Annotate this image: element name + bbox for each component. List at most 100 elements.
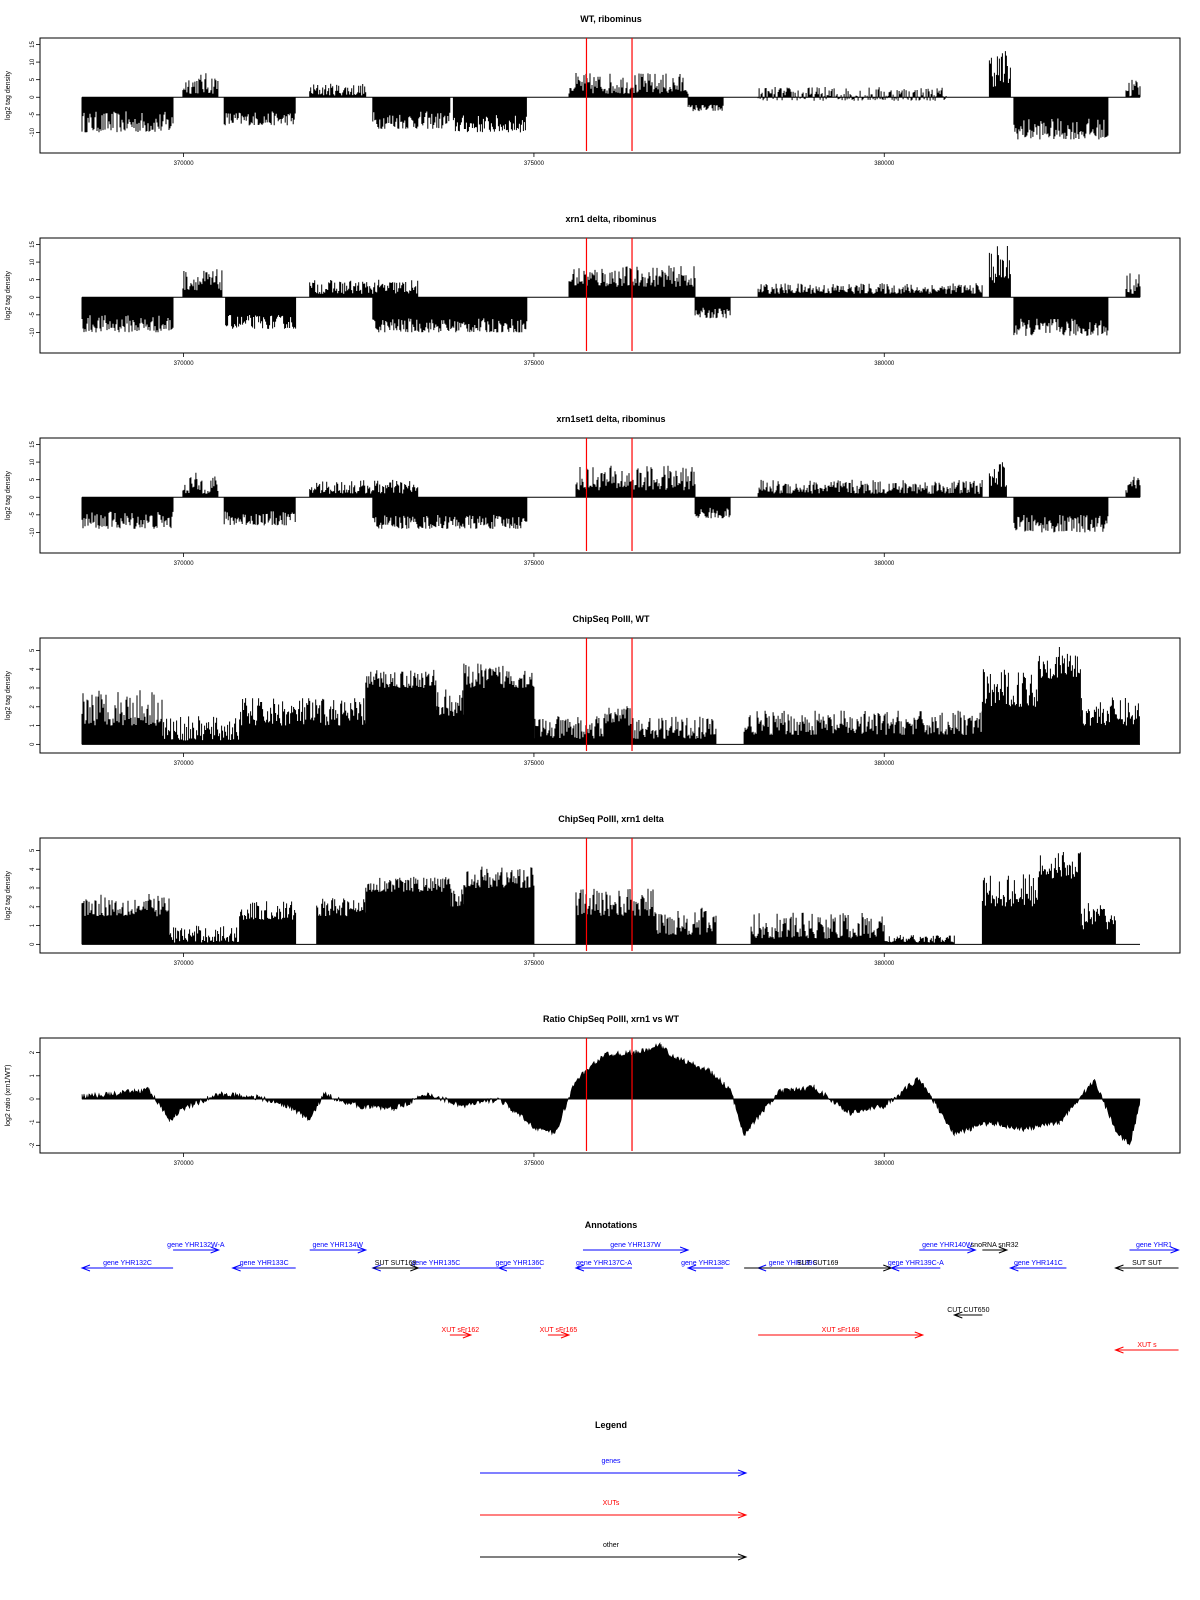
gene-arrowhead <box>1170 1246 1180 1254</box>
x-tick-label: 375000 <box>524 761 545 767</box>
legend-label: XUTs <box>603 1500 620 1507</box>
signal-bars <box>1079 903 1116 945</box>
signal-bars <box>575 465 696 498</box>
gene-label: gene YHR135C <box>411 1260 460 1267</box>
signal-bars <box>1125 273 1141 298</box>
gene-label: gene YHR132C <box>103 1260 152 1267</box>
y-tick-label: 2 <box>30 904 36 908</box>
signal-bars <box>1037 647 1081 745</box>
y-tick-label: 3 <box>30 686 36 690</box>
signal-bars <box>988 51 1011 98</box>
other-arrowhead <box>952 1311 963 1319</box>
other-feature: snoRNA snR32 <box>971 1242 1019 1254</box>
chart-title: Ratio ChipSeq PolII, xrn1 vs WT <box>543 1014 680 1024</box>
plot-frame <box>39 637 1181 754</box>
other-label: snoRNA snR32 <box>971 1242 1019 1249</box>
gene-label: gene YHR137W <box>610 1242 661 1249</box>
signal-segment <box>694 497 731 519</box>
signal-segment <box>981 669 1039 745</box>
signal-segment <box>750 912 885 945</box>
gene-arrowhead <box>357 1246 368 1254</box>
gene-arrowhead <box>679 1246 690 1254</box>
x-tick-label: 380000 <box>874 361 895 367</box>
y-tick-label: 0 <box>30 1097 36 1101</box>
signal-bars <box>652 907 717 945</box>
gene-arrowhead <box>210 1246 221 1254</box>
chart-title: WT, ribominus <box>580 14 642 24</box>
signal-segment <box>981 874 1039 945</box>
signal-segment <box>1013 297 1109 336</box>
y-tick-label: 0 <box>30 95 36 99</box>
y-axis-label: log2 tag density <box>5 670 12 720</box>
signal-segment <box>463 866 535 945</box>
signal-segment <box>309 279 419 298</box>
signal-segment <box>694 297 731 319</box>
legend-title: Legend <box>595 1420 627 1430</box>
signal-segment <box>162 716 241 745</box>
chart-panel: ChipSeq PolII, WT log2 tag density 0 1 2 3 4 5 3… <box>5 614 1181 767</box>
xut-label: XUT s <box>1137 1342 1157 1349</box>
annotations-track: Annotations gene YHR132C gene YHR132W-A ge… <box>80 1220 1180 1354</box>
xut-label: XUT sFr168 <box>822 1327 860 1334</box>
y-tick-label: -2 <box>30 1142 36 1148</box>
signal-bars <box>687 97 724 112</box>
y-tick-label: 0 <box>30 742 36 746</box>
y-tick-label: -10 <box>30 527 36 536</box>
signal-segment <box>372 297 528 333</box>
gene-feature: gene YHR140W <box>919 1242 977 1254</box>
signal-bars <box>302 698 367 745</box>
other-arrowhead <box>883 1264 893 1272</box>
x-tick-label: 375000 <box>524 961 545 967</box>
signal-bars <box>365 876 451 945</box>
x-tick-label: 375000 <box>524 561 545 567</box>
signal-segment <box>1125 79 1141 98</box>
other-arrowhead <box>998 1246 1009 1254</box>
x-tick-label: 370000 <box>174 561 195 567</box>
plot-frame <box>39 1037 1181 1154</box>
signal-bars <box>435 689 465 745</box>
signal-segment <box>449 888 465 945</box>
signal-bars <box>372 497 528 529</box>
signal-bars <box>988 246 1011 298</box>
signal-bars <box>463 866 535 945</box>
signal-segment <box>365 669 437 745</box>
signal-segment <box>182 269 223 298</box>
signal-segment <box>302 698 367 745</box>
x-tick-label: 375000 <box>524 1161 545 1167</box>
gene-feature: gene YHR132C <box>80 1260 174 1272</box>
y-tick-label: 5 <box>30 277 36 281</box>
gene-feature: gene YHR139C-A <box>888 1260 944 1272</box>
signal-bars <box>757 283 983 298</box>
gene-arrowhead <box>967 1246 977 1254</box>
signal-segment <box>223 97 296 126</box>
y-tick-label: -5 <box>30 312 36 318</box>
y-tick-label: 5 <box>30 848 36 852</box>
signal-segment <box>435 689 465 745</box>
signal-segment <box>169 925 241 945</box>
xut-arrowhead <box>914 1331 925 1339</box>
legend: Legend genes XUTs other <box>480 1420 748 1561</box>
signal-bars <box>449 888 465 945</box>
signal-segment <box>988 246 1011 298</box>
gene-label: gene YHR133C <box>240 1260 289 1267</box>
gene-label: gene YHR139C <box>769 1260 818 1267</box>
signal-bars <box>309 279 419 298</box>
y-tick-label: 4 <box>30 667 36 671</box>
signal-bars <box>81 97 174 133</box>
x-tick-label: 380000 <box>874 1161 895 1167</box>
signal-segment <box>223 497 296 526</box>
y-tick-label: -1 <box>30 1119 36 1125</box>
signal-bars <box>575 888 654 945</box>
signal-segment <box>452 97 527 133</box>
gene-label: gene YHR132W-A <box>167 1242 225 1249</box>
chart-title: xrn1 delta, ribominus <box>565 214 656 224</box>
x-tick-label: 370000 <box>174 961 195 967</box>
signal-segment <box>309 479 419 498</box>
gene-arrowhead <box>80 1264 91 1272</box>
gene-arrowhead <box>686 1264 697 1272</box>
signal-bars <box>81 690 163 745</box>
gene-feature: gene YHR137W <box>582 1242 690 1254</box>
signal-bars <box>316 898 367 945</box>
y-tick-label: 5 <box>30 648 36 652</box>
signal-segment <box>182 73 219 98</box>
